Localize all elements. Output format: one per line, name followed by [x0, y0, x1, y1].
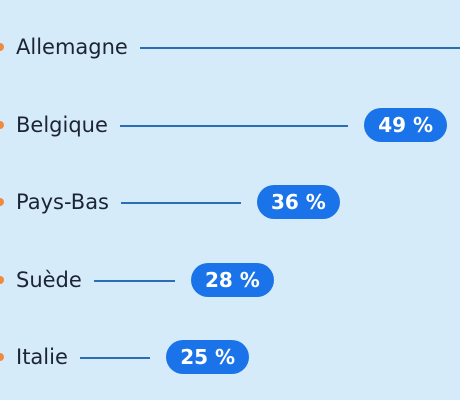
category-label: Allemagne: [16, 35, 128, 59]
chart-row: Allemagne72 %: [0, 27, 460, 67]
leader-line: [79, 357, 151, 359]
row-marker: [0, 120, 4, 129]
category-label: Suède: [16, 267, 82, 292]
leader-line: [139, 47, 460, 49]
chart-row: Suède 28 %: [0, 260, 460, 300]
row-marker: [0, 198, 4, 206]
leader-line: [119, 124, 349, 127]
row-marker: [0, 353, 4, 361]
leader-line: [93, 279, 175, 282]
chart-row: Pays-Bas 36 %: [0, 182, 460, 222]
row-marker: [0, 43, 4, 51]
chart-row: Belgique 49 %: [0, 105, 460, 145]
value-pill: 28 %: [191, 262, 274, 297]
value-pill: 36 %: [257, 185, 340, 219]
chart-row: Italie 25 %: [0, 337, 460, 377]
category-label: Belgique: [16, 112, 108, 137]
category-label: Pays-Bas: [16, 190, 110, 214]
category-label: Italie: [16, 345, 68, 369]
leader-line: [121, 202, 241, 204]
value-pill: 49 %: [364, 107, 448, 142]
row-marker: [0, 275, 4, 284]
value-pill: 25 %: [166, 340, 250, 374]
